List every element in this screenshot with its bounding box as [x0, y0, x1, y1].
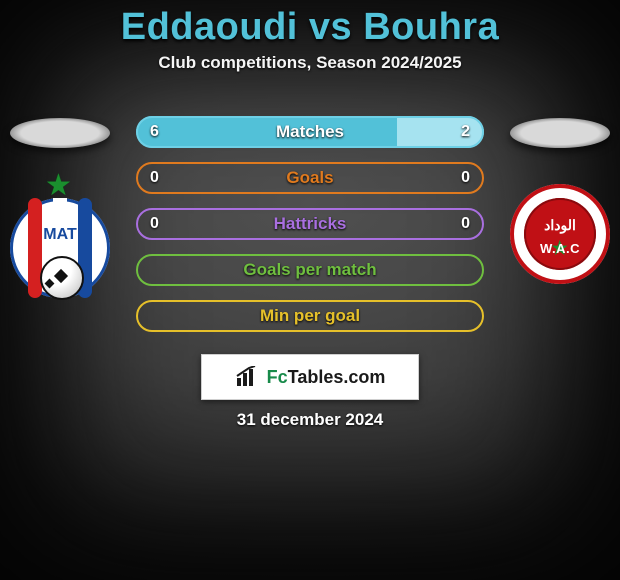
- right-club-badge: ★ الوداد W.A.C: [510, 184, 610, 284]
- player-shadow-left: [10, 118, 110, 148]
- stat-label: Goals: [136, 162, 484, 194]
- left-club-initials: MAT: [10, 226, 110, 244]
- brand-box: FcTables.com: [201, 354, 419, 400]
- badge-disc: ★ الوداد W.A.C: [524, 198, 596, 270]
- stat-frame: [136, 300, 484, 332]
- bar-chart-icon: [235, 366, 261, 388]
- stat-row: Min per goal: [136, 300, 484, 332]
- brand-accent: Fc: [267, 367, 288, 387]
- brand-main: Tables: [288, 367, 344, 387]
- stat-label: Hattricks: [136, 208, 484, 240]
- page-subtitle: Club competitions, Season 2024/2025: [0, 53, 620, 73]
- stat-label: Min per goal: [136, 300, 484, 332]
- stat-value-right: 0: [461, 208, 470, 240]
- stat-value-left: 0: [150, 208, 159, 240]
- stat-frame: [136, 162, 484, 194]
- stat-row: Matches62: [136, 116, 484, 148]
- stat-label: Goals per match: [136, 254, 484, 286]
- stat-bars: Matches62Goals00Hattricks00Goals per mat…: [136, 116, 484, 332]
- stat-fill-left: [136, 116, 397, 148]
- stat-frame: [136, 254, 484, 286]
- brand-text: FcTables.com: [267, 367, 386, 388]
- left-player-column: ★ MAT: [0, 108, 120, 308]
- stat-row: Hattricks0 0: [136, 208, 484, 240]
- brand-suffix: .com: [343, 367, 385, 387]
- stat-row: Goals0 0: [136, 162, 484, 194]
- stat-row: Goals per match: [136, 254, 484, 286]
- stat-fill-right: [397, 116, 484, 148]
- stat-value-left: 0: [150, 162, 159, 194]
- right-club-initials: W.A.C: [540, 241, 580, 256]
- badge-script: الوداد: [524, 218, 596, 235]
- comparison-card: Eddaoudi vs Bouhra Club competitions, Se…: [0, 0, 620, 580]
- football-icon: [40, 256, 84, 300]
- left-club-badge: ★ MAT: [10, 168, 110, 308]
- page-title: Eddaoudi vs Bouhra: [0, 0, 620, 49]
- footer-date: 31 december 2024: [0, 410, 620, 430]
- stat-value-right: 0: [461, 162, 470, 194]
- stat-frame: [136, 208, 484, 240]
- player-shadow-right: [510, 118, 610, 148]
- right-player-column: ★ الوداد W.A.C: [500, 108, 620, 284]
